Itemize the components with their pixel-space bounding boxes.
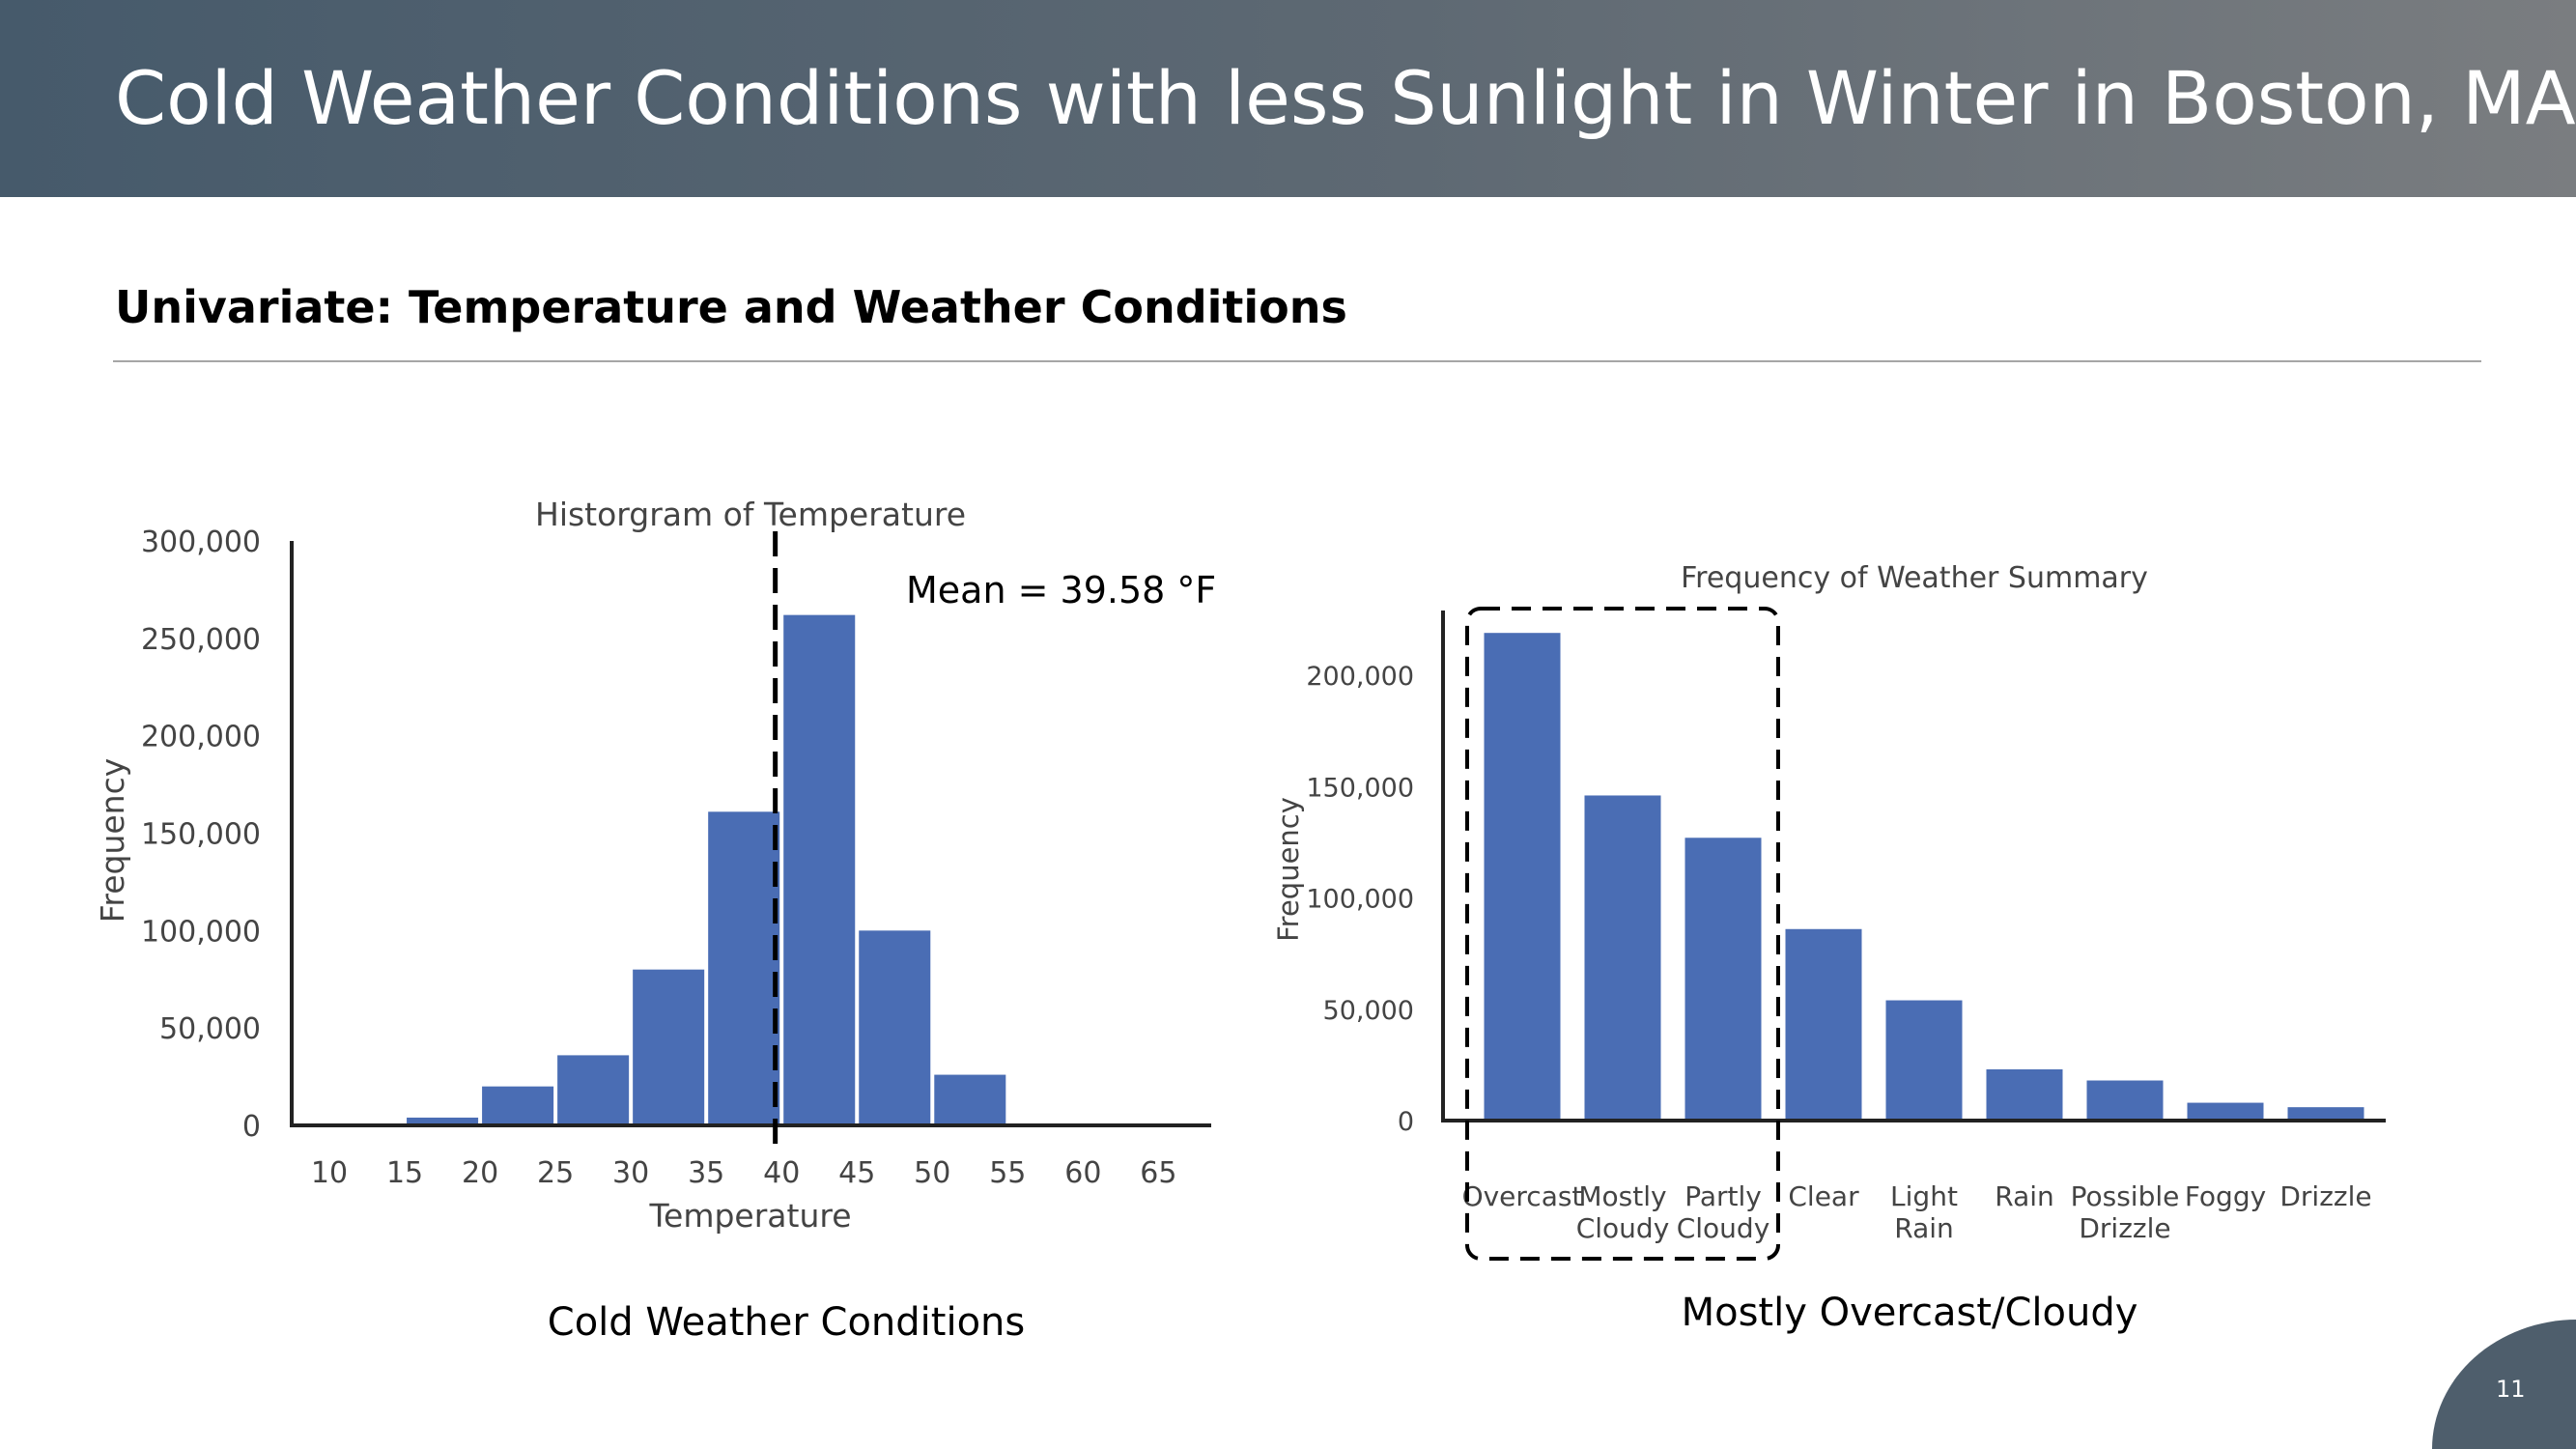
category-label: Light <box>1890 1180 1958 1212</box>
right-chart-caption: Mostly Overcast/Cloudy <box>1681 1291 2138 1335</box>
x-tick-label: 40 <box>763 1156 800 1190</box>
histogram-bar <box>708 811 780 1125</box>
category-label: Drizzle <box>2079 1212 2170 1244</box>
histogram-bar <box>859 930 931 1125</box>
title-banner: Cold Weather Conditions with less Sunlig… <box>0 0 2576 197</box>
x-tick-label: 20 <box>462 1156 498 1190</box>
category-label: Possible <box>2071 1180 2180 1212</box>
section-title: Univariate: Temperature and Weather Cond… <box>115 281 1347 333</box>
histogram-bar <box>783 614 856 1125</box>
histogram-bar <box>482 1086 554 1125</box>
weather-bar <box>1785 928 1862 1121</box>
y-tick-label: 200,000 <box>141 721 261 754</box>
category-label: Mostly <box>1578 1180 1666 1212</box>
mean-annotation: Mean = 39.58 °F <box>906 569 1216 611</box>
weather-bar <box>2287 1107 2364 1121</box>
category-label: Drizzle <box>2279 1180 2371 1212</box>
weather-bar <box>2187 1102 2264 1121</box>
category-label: Overcast <box>1462 1180 1583 1212</box>
category-label: Clear <box>1788 1180 1859 1212</box>
page-number: 11 <box>2496 1376 2526 1403</box>
weather-chart-title: Frequency of Weather Summary <box>1681 561 2148 595</box>
y-tick-label: 200,000 <box>1306 662 1414 692</box>
category-label: Rain <box>1894 1212 1954 1244</box>
histogram-title: Historgram of Temperature <box>535 496 966 533</box>
weather-bar <box>1684 838 1762 1121</box>
category-label: Cloudy <box>1576 1212 1670 1244</box>
histogram-bar <box>633 969 705 1125</box>
x-tick-label: 15 <box>386 1156 423 1190</box>
weather-bar <box>1986 1068 2063 1121</box>
y-tick-label: 150,000 <box>141 818 261 852</box>
weather-bar <box>1584 795 1661 1121</box>
x-tick-label: 55 <box>989 1156 1026 1190</box>
x-tick-label: 35 <box>688 1156 724 1190</box>
y-tick-label: 100,000 <box>1306 885 1414 915</box>
category-label: Cloudy <box>1677 1212 1770 1244</box>
weather-bar <box>2086 1080 2164 1121</box>
cloudy-highlight-box <box>1465 607 1780 1261</box>
histogram-x-ticks: 10 15 20 25 30 35 40 45 50 55 60 65 <box>311 1156 1177 1190</box>
weather-bar <box>1484 633 1561 1121</box>
x-tick-label: 30 <box>612 1156 649 1190</box>
histogram-bar <box>407 1117 479 1125</box>
left-chart-caption: Cold Weather Conditions <box>547 1300 1026 1345</box>
y-tick-label: 250,000 <box>141 623 261 657</box>
slide-title: Cold Weather Conditions with less Sunlig… <box>115 55 2576 141</box>
y-tick-label: 50,000 <box>1323 996 1414 1026</box>
histogram-y-axis-label: Frequency <box>94 758 131 923</box>
y-tick-label: 150,000 <box>1306 773 1414 803</box>
weather-y-axis-label: Frequency <box>1272 797 1305 942</box>
temperature-histogram: Historgram of Temperature Frequency Temp… <box>94 496 1216 1235</box>
weather-bar <box>1885 1000 1963 1121</box>
histogram-y-ticks: 0 50,000 100,000 150,000 200,000 250,000 300,0… <box>141 526 261 1144</box>
histogram-bar <box>557 1055 630 1125</box>
category-label: Rain <box>1995 1180 2054 1212</box>
x-tick-label: 10 <box>311 1156 348 1190</box>
histogram-bar <box>934 1074 1006 1125</box>
weather-bars <box>1484 633 2364 1121</box>
weather-y-ticks: 0 50,000 100,000 150,000 200,000 <box>1306 662 1414 1137</box>
y-tick-label: 50,000 <box>159 1012 261 1046</box>
weather-summary-chart: Frequency of Weather Summary Frequency 0… <box>1272 561 2386 1261</box>
category-label: Foggy <box>2185 1180 2266 1212</box>
y-tick-label: 0 <box>1398 1107 1414 1137</box>
section-divider <box>113 360 2481 362</box>
x-tick-label: 60 <box>1064 1156 1101 1190</box>
histogram-bars <box>407 614 1006 1125</box>
x-tick-label: 65 <box>1140 1156 1176 1190</box>
y-tick-label: 0 <box>242 1110 261 1144</box>
x-tick-label: 45 <box>838 1156 875 1190</box>
x-tick-label: 50 <box>914 1156 950 1190</box>
histogram-x-axis-label: Temperature <box>648 1197 851 1235</box>
y-tick-label: 100,000 <box>141 915 261 949</box>
y-tick-label: 300,000 <box>141 526 261 559</box>
category-label: Partly <box>1684 1180 1762 1212</box>
x-tick-label: 25 <box>537 1156 574 1190</box>
